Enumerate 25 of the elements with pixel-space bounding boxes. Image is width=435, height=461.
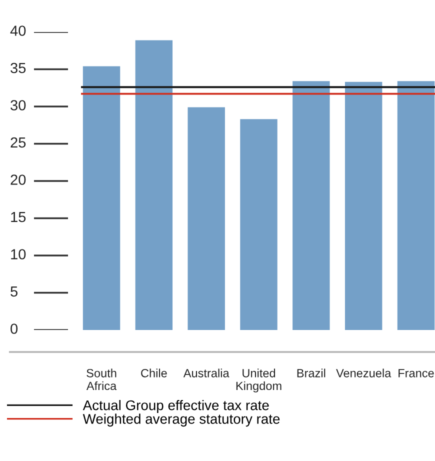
- legend-label: Actual Group effective tax rate: [82, 400, 269, 413]
- y-tick-label: 0: [10, 324, 18, 334]
- y-tick-label: 35: [10, 62, 26, 74]
- y-tick-label: 15: [11, 212, 26, 222]
- bar: [240, 119, 278, 330]
- y-tick-label: 30: [10, 100, 26, 110]
- x-tick-label: Australia: [183, 368, 230, 378]
- y-tick-label: 20: [10, 174, 26, 185]
- bar: [344, 82, 382, 330]
- x-tick-label: Chile: [141, 368, 167, 378]
- y-tick-label: 40: [10, 26, 26, 36]
- x-tick-label: South Africa: [86, 368, 117, 390]
- y-tick-label: 10: [11, 249, 26, 260]
- x-tick-label: Venezuela: [336, 368, 392, 378]
- bar: [397, 81, 435, 330]
- legend-label: Weighted average statutory rate: [82, 414, 280, 427]
- bar: [188, 107, 225, 330]
- bar: [292, 81, 330, 330]
- bar: [135, 40, 173, 330]
- x-tick-label: France: [398, 369, 434, 378]
- y-tick-label: 5: [10, 286, 18, 297]
- y-tick-label: 25: [10, 137, 26, 148]
- x-tick-label: United Kingdom: [236, 368, 282, 392]
- x-tick-label: Brazil: [297, 368, 326, 378]
- bar: [82, 66, 120, 330]
